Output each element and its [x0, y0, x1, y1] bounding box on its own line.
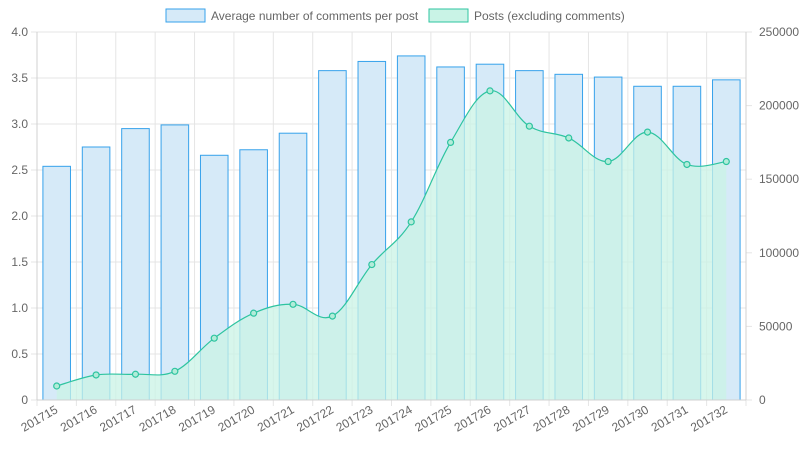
y-left-tick-label: 2.5 [11, 163, 28, 177]
area-point [525, 122, 533, 130]
area-point [683, 160, 691, 169]
area-point [604, 157, 612, 166]
y-right-tick-label: 250000 [759, 25, 799, 39]
x-tick-label: 201717 [97, 402, 139, 434]
y-left-tick-label: 4.0 [11, 25, 28, 39]
legend-label-bars[interactable]: Average number of comments per post [211, 9, 419, 23]
y-left-tick-label: 0.5 [11, 347, 28, 361]
area-point [210, 334, 218, 342]
y-left-tick-label: 1.5 [11, 255, 28, 269]
x-tick-label: 201718 [137, 402, 179, 434]
area-point [446, 138, 455, 146]
y-left-tick-label: 3.0 [11, 117, 28, 131]
area-point [131, 370, 140, 378]
legend-swatch-area[interactable] [428, 8, 469, 23]
bar [121, 128, 150, 401]
area-point [250, 309, 258, 317]
legend-label-area[interactable]: Posts (excluding comments) [474, 9, 625, 23]
bar [81, 146, 111, 401]
y-left-tick-label: 3.5 [11, 71, 28, 85]
x-tick-label: 201727 [491, 402, 533, 434]
area-point [368, 260, 376, 269]
y-left-tick-label: 1.0 [11, 301, 28, 315]
x-tick-label: 201719 [176, 402, 218, 434]
x-tick-label: 201722 [294, 402, 336, 434]
legend: Average number of comments per post Post… [165, 8, 625, 23]
area-point [643, 128, 652, 136]
y-right-tick-label: 0 [759, 393, 766, 407]
y-right-tick-label: 100000 [759, 246, 799, 260]
x-tick-label: 201724 [373, 402, 415, 434]
y-right-tick-label: 50000 [759, 319, 793, 333]
y-left-tick-label: 2.0 [11, 209, 28, 223]
area-point [565, 134, 573, 142]
area-point [722, 157, 730, 166]
x-tick-label: 201729 [570, 402, 612, 434]
x-tick-label: 201730 [609, 402, 651, 434]
x-tick-label: 201723 [334, 402, 376, 434]
y-left-tick-label: 0 [21, 393, 28, 407]
x-tick-label: 201721 [255, 402, 297, 434]
x-tick-label: 201716 [58, 402, 100, 434]
bar [42, 165, 71, 401]
area-point [53, 382, 61, 390]
x-tick-label: 201726 [452, 402, 494, 434]
area-point [486, 87, 494, 95]
legend-swatch-bars[interactable] [165, 8, 206, 23]
y-right-tick-label: 200000 [759, 99, 799, 113]
x-tick-label: 201725 [412, 402, 454, 434]
y-right-tick-label: 150000 [759, 172, 799, 186]
area-point [407, 218, 415, 226]
bar [160, 124, 190, 401]
x-tick-label: 201715 [19, 402, 61, 434]
area-point [171, 367, 179, 375]
area-point [92, 371, 100, 379]
x-tick-label: 201732 [688, 402, 730, 434]
area-point [289, 300, 297, 308]
area-point [328, 312, 337, 320]
area-series [53, 87, 730, 400]
x-tick-label: 201720 [215, 402, 257, 434]
x-tick-label: 201731 [649, 402, 691, 434]
x-tick-label: 201728 [531, 402, 573, 434]
